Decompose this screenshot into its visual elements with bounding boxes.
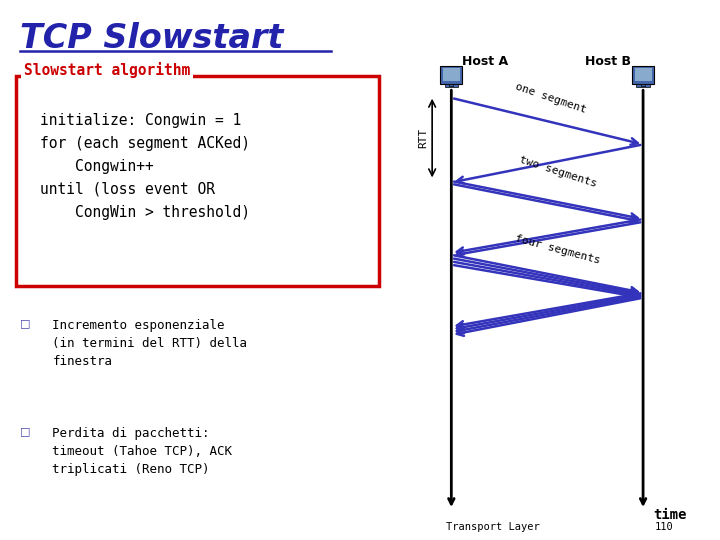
Text: TCP Slowstart: TCP Slowstart [20, 22, 284, 55]
Bar [441, 66, 462, 84]
Text: Perdita di pacchetti:
timeout (Tahoe TCP), ACK
triplicati (Reno TCP): Perdita di pacchetti: timeout (Tahoe TCP… [53, 427, 233, 476]
Text: time: time [654, 508, 687, 522]
Text: Host A: Host A [462, 56, 508, 69]
Text: Incremento esponenziale
(in termini del RTT) della
finestra: Incremento esponenziale (in termini del … [53, 319, 248, 368]
Bar [642, 84, 645, 86]
Text: Slowstart algorithm: Slowstart algorithm [24, 62, 191, 78]
Bar [16, 76, 379, 286]
Text: Host B: Host B [585, 56, 631, 69]
Text: two segments: two segments [518, 154, 598, 189]
Text: RTT: RTT [418, 128, 428, 148]
Text: 110: 110 [655, 522, 674, 532]
Text: four segments: four segments [514, 234, 601, 266]
Bar [636, 84, 649, 87]
Text: □: □ [20, 319, 31, 329]
Text: □: □ [20, 427, 31, 437]
Text: one segment: one segment [514, 82, 588, 115]
Bar [634, 68, 652, 81]
Text: Transport Layer: Transport Layer [446, 522, 540, 532]
Bar [445, 84, 458, 87]
Text: initialize: Congwin = 1
for (each segment ACKed)
    Congwin++
until (loss event: initialize: Congwin = 1 for (each segmen… [40, 113, 251, 220]
Bar [632, 66, 654, 84]
Bar [443, 68, 460, 81]
Bar [449, 84, 453, 86]
